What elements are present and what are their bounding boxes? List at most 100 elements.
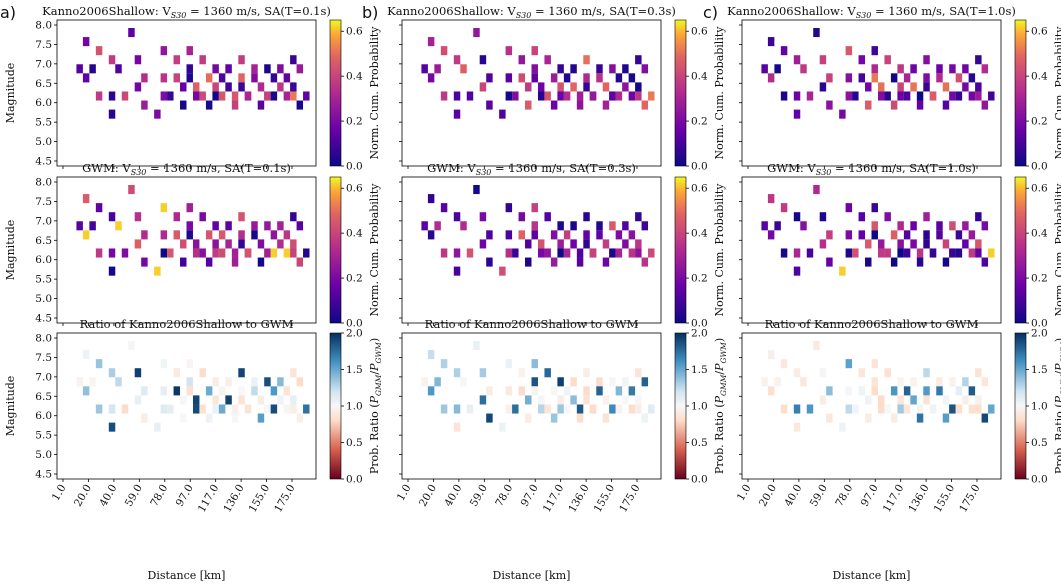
heatmap-cell	[231, 257, 239, 267]
heatmap-cell	[257, 239, 265, 249]
heatmap-cell	[845, 386, 853, 396]
chart-title: Ratio of Kanno2006Shallow to GWM	[80, 317, 294, 331]
heatmap-cell	[453, 266, 461, 276]
colorbar-tick-label: 0.0	[1031, 318, 1048, 330]
heatmap-cell	[871, 386, 878, 396]
heatmap-cell	[251, 377, 258, 387]
heatmap-cell	[570, 395, 577, 405]
heatmap-cell	[858, 386, 866, 396]
heatmap-cell	[141, 230, 148, 240]
heatmap-cell	[505, 46, 513, 56]
heatmap-cell	[793, 368, 801, 378]
colorbar-tick-label: 0.2	[691, 116, 708, 128]
heatmap-cell	[609, 91, 616, 101]
heatmap-cell	[186, 203, 193, 213]
heatmap-cell	[641, 64, 649, 74]
colorbar	[1014, 19, 1027, 167]
heatmap-cell	[767, 230, 775, 240]
heatmap-cell	[903, 248, 911, 258]
heatmap-cell	[826, 230, 833, 240]
title-main: GWM: V	[427, 161, 476, 175]
heatmap-cell	[537, 404, 545, 414]
heatmap-cell	[858, 212, 866, 222]
heatmap-cell	[251, 221, 258, 231]
heatmap-cell	[635, 248, 642, 258]
title-rest: = 1360 m/s, SA(T=1.0s)	[831, 161, 976, 175]
heatmap-cell	[186, 73, 193, 83]
heatmap-cell	[576, 248, 584, 258]
colorbar	[674, 332, 687, 480]
heatmap-cells	[76, 185, 310, 276]
colorbar-label: Norm. Cum. Probability	[713, 26, 726, 160]
y-axis-label: Magnitude	[4, 63, 17, 124]
colorbar	[329, 176, 342, 324]
title-rest: = 1360 m/s, SA(T=0.1s)	[186, 4, 331, 18]
heatmap-cell	[82, 194, 90, 204]
heatmap-cell	[270, 230, 278, 240]
heatmap-cell	[942, 100, 950, 110]
heatmap-cell	[296, 100, 304, 110]
heatmap-cell	[589, 248, 597, 258]
ytick-label: 6.0	[35, 97, 52, 109]
heatmap-cell	[218, 248, 226, 258]
heatmap-cell	[622, 377, 629, 387]
heatmap-cell	[205, 100, 213, 110]
colorbar-tick-label: 0.0	[346, 474, 363, 486]
colorbar-tick-label: 0.6	[1031, 26, 1048, 38]
heatmap-cell	[192, 248, 200, 258]
heatmap-cell	[238, 239, 245, 249]
heatmap-cell	[108, 266, 116, 276]
heatmap-cell	[251, 386, 258, 396]
heatmap-cell	[486, 257, 493, 267]
heatmap-cell	[780, 46, 788, 56]
heatmap-cell	[800, 221, 807, 231]
heatmap-cell	[296, 64, 304, 74]
heatmap-cell	[550, 230, 558, 240]
heatmap-cell	[576, 257, 584, 267]
heatmap-cells	[761, 341, 995, 432]
heatmap-cell	[576, 413, 584, 423]
heatmap-cell	[512, 404, 519, 414]
heatmap-cell	[988, 91, 995, 101]
ytick-label: 6.5	[35, 235, 52, 247]
heatmap-cell	[212, 377, 219, 387]
heatmap-cell	[622, 82, 629, 92]
heatmap-cell	[296, 221, 304, 231]
heatmap-cell	[877, 404, 885, 414]
heatmap-cell	[563, 73, 571, 83]
heatmap-cell	[160, 404, 168, 414]
heatmap-cell	[257, 82, 265, 92]
colorbar-label: Prob. Ratio (PGMM/PGWM)	[1053, 338, 1061, 474]
colorbar-tick-label: 1.5	[1031, 364, 1048, 376]
chart-title: GWM: VS30 = 1360 m/s, SA(T=0.1s)	[82, 161, 291, 177]
heatmap-cell	[186, 64, 193, 74]
colorbar-label: Norm. Cum. Probability	[368, 183, 381, 317]
heatmap-cell	[949, 248, 956, 258]
heatmap-cell	[826, 100, 833, 110]
heatmap-cell	[518, 368, 526, 378]
heatmap-cell	[238, 368, 245, 378]
heatmap-cell	[283, 404, 291, 414]
colorbar-tick-label: 0.0	[691, 161, 708, 173]
heatmap-cell	[923, 55, 930, 65]
heatmap-cell	[277, 64, 284, 74]
heatmap-cell	[910, 82, 917, 92]
heatmap-cell	[871, 203, 878, 213]
heatmap-cell	[589, 91, 597, 101]
heatmap-cell	[923, 386, 930, 396]
heatmap-cell	[845, 46, 853, 56]
axes-frame	[401, 19, 662, 167]
heatmap-cell	[576, 404, 584, 414]
ytick-label: 5.5	[35, 430, 52, 442]
heatmap-cell	[949, 64, 956, 74]
heatmap-cell	[871, 377, 878, 387]
heatmap-cell	[903, 230, 911, 240]
heatmap-cell	[890, 100, 898, 110]
ytick-label: 6.5	[35, 78, 52, 90]
heatmap-cell	[199, 404, 206, 414]
heatmap-cell	[968, 91, 976, 101]
heatmap-cells	[761, 185, 995, 276]
heatmap-cell	[244, 404, 252, 414]
heatmap-cell	[819, 55, 827, 65]
heatmap-cell	[82, 350, 90, 360]
